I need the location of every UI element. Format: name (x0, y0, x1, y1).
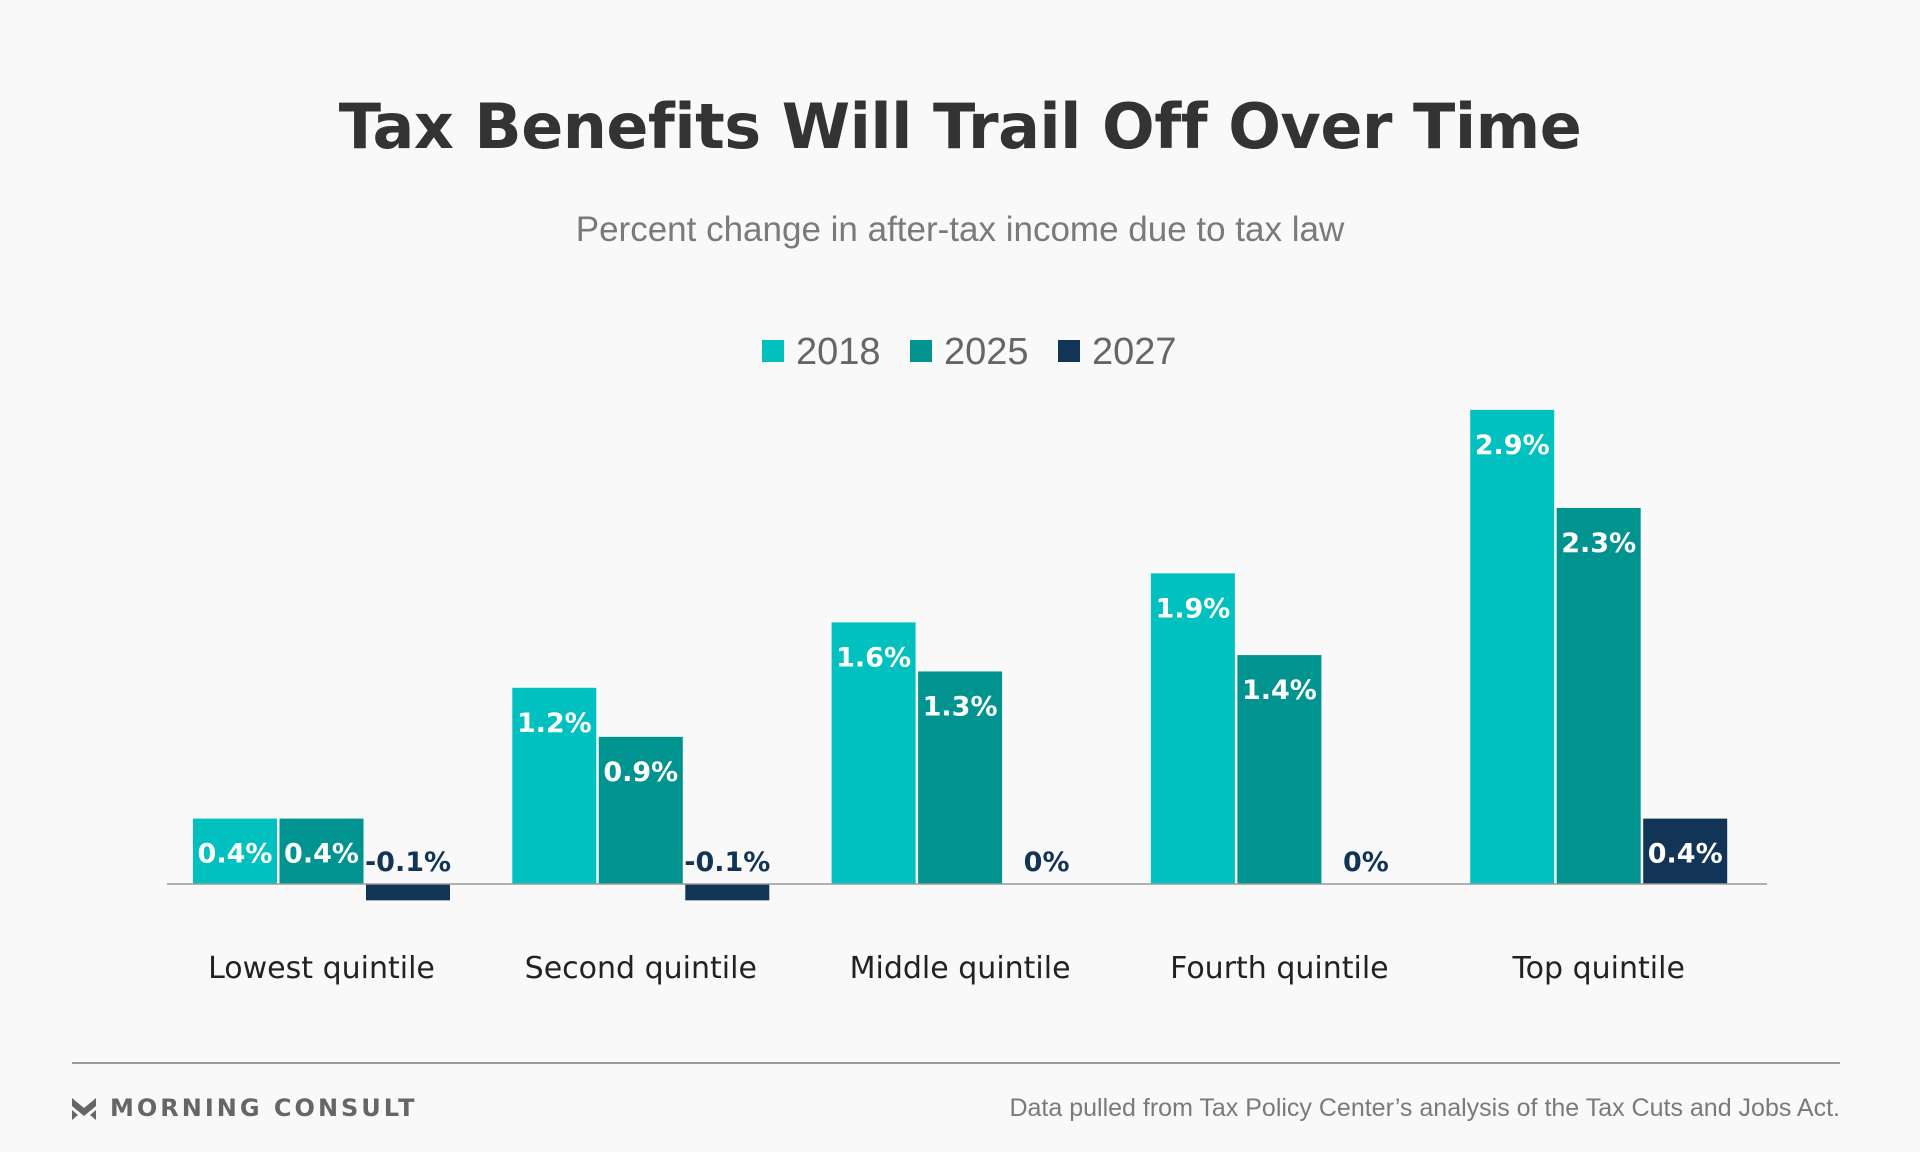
chart-legend: 2018 2025 2027 (762, 331, 1177, 373)
data-label-2025-4: 1.4% (1242, 675, 1317, 706)
bar-2025-4 (1237, 655, 1322, 884)
data-label-2027-5: 0.4% (1648, 839, 1723, 870)
category-label-1: Lowest quintile (208, 951, 435, 986)
legend-swatch-2027 (1058, 340, 1080, 362)
bar-2027-2 (685, 884, 770, 901)
data-label-2027-4: 0% (1343, 847, 1389, 878)
legend-label-2027: 2027 (1092, 331, 1177, 373)
legend-label-2018: 2018 (796, 331, 881, 373)
bar-2025-3 (918, 671, 1003, 884)
chart-title: Tax Benefits Will Trail Off Over Time (338, 90, 1582, 163)
category-label-4: Fourth quintile (1170, 951, 1389, 986)
category-label-2: Second quintile (525, 951, 757, 986)
bar-2025-2 (598, 736, 683, 884)
data-label-2027-1: -0.1% (365, 847, 451, 878)
data-label-2025-1: 0.4% (284, 839, 359, 870)
data-label-2018-2: 1.2% (517, 708, 592, 739)
category-label-3: Middle quintile (850, 951, 1071, 986)
bar-2018-3 (831, 622, 916, 884)
data-label-2018-1: 0.4% (198, 839, 273, 870)
bar-2018-4 (1150, 573, 1235, 884)
brand-name: MORNING CONSULT (110, 1094, 418, 1122)
source-note: Data pulled from Tax Policy Center’s ana… (1009, 1094, 1840, 1122)
bar-2025-5 (1556, 507, 1641, 884)
bar-2025-1 (279, 818, 364, 884)
legend-label-2025: 2025 (944, 331, 1029, 373)
chart-subtitle: Percent change in after-tax income due t… (575, 210, 1345, 249)
morning-consult-logo-icon (72, 1098, 96, 1120)
data-label-2018-3: 1.6% (836, 642, 911, 673)
data-label-2018-5: 2.9% (1475, 430, 1550, 461)
brand-logo: MORNING CONSULT (72, 1094, 418, 1122)
data-label-2025-5: 2.3% (1561, 528, 1636, 559)
bar-2018-5 (1470, 409, 1555, 884)
data-label-2027-2: -0.1% (684, 847, 770, 878)
category-label-5: Top quintile (1511, 951, 1684, 986)
data-label-2025-3: 1.3% (923, 691, 998, 722)
bar-2018-1 (193, 818, 277, 884)
data-label-2018-4: 1.9% (1155, 593, 1230, 624)
bar-2027-1 (366, 884, 450, 901)
bar-2027-5 (1643, 818, 1728, 884)
legend-swatch-2018 (762, 340, 784, 362)
data-label-2025-2: 0.9% (603, 757, 678, 788)
legend-swatch-2025 (910, 340, 932, 362)
bar-2018-2 (512, 687, 597, 884)
data-label-2027-3: 0% (1024, 847, 1070, 878)
footer-divider (72, 1062, 1840, 1064)
